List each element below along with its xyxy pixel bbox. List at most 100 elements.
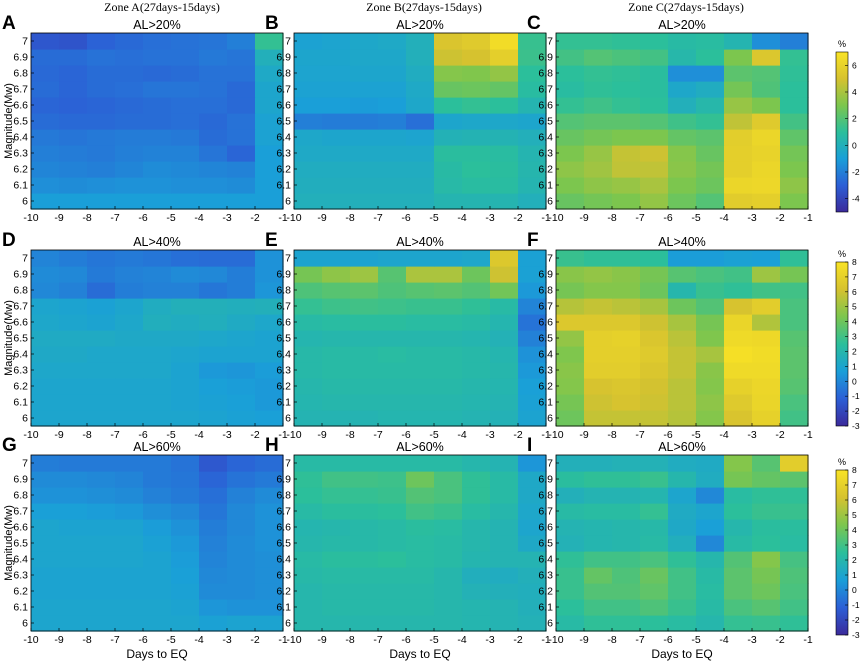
- heatmap-cell: [255, 145, 284, 162]
- y-tick-label: 6: [22, 618, 28, 630]
- heatmap-cell: [724, 487, 753, 504]
- x-tick-label: -6: [401, 634, 410, 646]
- heatmap-cell: [612, 97, 641, 114]
- y-tick-label: 6.9: [276, 474, 291, 486]
- x-tick-label: -9: [579, 212, 588, 224]
- heatmap-cell: [780, 145, 809, 162]
- x-tick-label: -3: [747, 212, 756, 224]
- heatmap-cell: [780, 298, 809, 315]
- heatmap-cell: [406, 519, 435, 536]
- x-tick-label: -6: [138, 429, 147, 441]
- heatmap-cell: [378, 250, 407, 267]
- heatmap-cell: [115, 615, 144, 632]
- heatmap-cell: [490, 49, 519, 66]
- heatmap-cell: [171, 81, 200, 98]
- heatmap-cell: [434, 410, 463, 427]
- heatmap-cell: [143, 161, 172, 178]
- heatmap-cell: [752, 193, 781, 210]
- heatmap-cell: [556, 97, 585, 114]
- y-tick-label: 6.6: [13, 522, 28, 534]
- y-tick-label: 6.4: [538, 349, 553, 361]
- y-tick-label: 6.6: [538, 317, 553, 329]
- heatmap-cell: [406, 193, 435, 210]
- y-tick-label: 6.9: [13, 52, 28, 64]
- colorbar-tick-label: 7: [852, 480, 857, 490]
- x-tick-label: -8: [345, 212, 354, 224]
- x-tick-label: -8: [82, 429, 91, 441]
- heatmap-cell: [143, 551, 172, 568]
- heatmap-cell: [490, 145, 519, 162]
- panel-letter: I: [527, 435, 532, 456]
- x-tick-label: -4: [194, 212, 203, 224]
- colorbar-tick-label: -3: [852, 421, 860, 431]
- x-tick-label: -1: [541, 429, 550, 441]
- heatmap-cell: [556, 161, 585, 178]
- x-axis-label: Days to EQ: [389, 647, 450, 661]
- heatmap-cell: [780, 250, 809, 267]
- heatmap-cell: [31, 193, 60, 210]
- heatmap-cell: [31, 362, 60, 379]
- heatmap-cell: [255, 346, 284, 363]
- heatmap-cell: [378, 455, 407, 472]
- x-tick-label: -4: [457, 429, 466, 441]
- heatmap-cell: [612, 487, 641, 504]
- heatmap-cell: [378, 519, 407, 536]
- heatmap-cell: [640, 567, 669, 584]
- heatmap-cell: [724, 567, 753, 584]
- heatmap-cell: [31, 161, 60, 178]
- y-tick-label: 6.1: [276, 180, 291, 192]
- heatmap-cell: [406, 410, 435, 427]
- heatmap-cell: [378, 266, 407, 283]
- y-tick-label: 7: [22, 253, 28, 265]
- heatmap-cell: [612, 503, 641, 520]
- heatmap-cell: [462, 551, 491, 568]
- heatmap-cell: [322, 282, 351, 299]
- heatmap-cell: [724, 49, 753, 66]
- x-tick-label: -4: [457, 634, 466, 646]
- heatmap-cell: [612, 378, 641, 395]
- heatmap-cell: [490, 298, 519, 315]
- heatmap-cell: [724, 177, 753, 194]
- heatmap-cell: [584, 129, 613, 146]
- heatmap-cell: [724, 551, 753, 568]
- heatmap-cell: [434, 551, 463, 568]
- heatmap-cell: [322, 551, 351, 568]
- heatmap-cell: [59, 193, 88, 210]
- heatmap-cell: [490, 282, 519, 299]
- heatmap-cell: [115, 551, 144, 568]
- heatmap-cell: [322, 145, 351, 162]
- heatmap-cell: [350, 330, 379, 347]
- heatmap-cell: [640, 519, 669, 536]
- heatmap-cell: [518, 282, 547, 299]
- panel-c: AL>20%C66.16.26.36.46.56.66.76.86.97-10-…: [527, 13, 813, 224]
- y-tick-label: 6.9: [538, 52, 553, 64]
- heatmap-cell: [584, 503, 613, 520]
- heatmap-cell: [350, 193, 379, 210]
- colorbar-tick-label: 0: [852, 585, 857, 595]
- heatmap-cell: [227, 97, 256, 114]
- heatmap-cell: [171, 362, 200, 379]
- heatmap-cell: [255, 65, 284, 82]
- heatmap-cell: [31, 330, 60, 347]
- heatmap-cell: [255, 455, 284, 472]
- panel-b: AL>20%B66.16.26.36.46.56.66.76.86.97-10-…: [265, 13, 551, 224]
- heatmap-cell: [780, 330, 809, 347]
- heatmap-cell: [780, 65, 809, 82]
- heatmap-cell: [752, 487, 781, 504]
- heatmap-cell: [227, 599, 256, 616]
- heatmap-cell: [294, 567, 323, 584]
- heatmap-cell: [294, 113, 323, 130]
- heatmap-cell: [752, 378, 781, 395]
- heatmap-cell: [668, 519, 697, 536]
- x-tick-label: -8: [82, 634, 91, 646]
- heatmap-cell: [780, 177, 809, 194]
- colorbar-tick-label: 5: [852, 302, 857, 312]
- heatmap-cell: [752, 250, 781, 267]
- y-tick-label: 6.4: [276, 349, 291, 361]
- heatmap-cell: [31, 266, 60, 283]
- heatmap-cell: [612, 330, 641, 347]
- heatmap-cell: [490, 193, 519, 210]
- heatmap-cell: [171, 410, 200, 427]
- heatmap-cell: [490, 113, 519, 130]
